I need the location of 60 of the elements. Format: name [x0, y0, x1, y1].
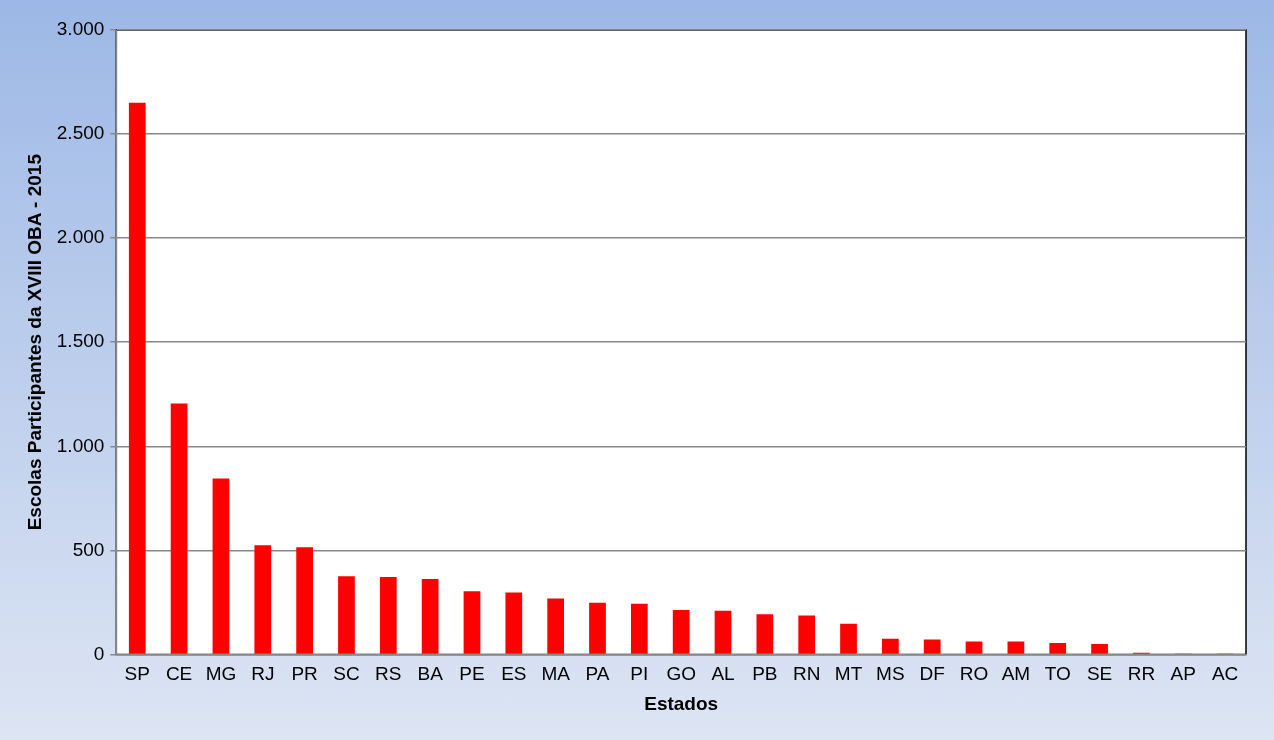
x-axis-title: Estados	[644, 692, 719, 714]
bar	[1091, 643, 1108, 654]
bar	[463, 591, 481, 654]
x-tick-label: MS	[876, 663, 905, 685]
bar	[882, 638, 899, 654]
bar	[505, 592, 523, 654]
bar	[630, 603, 648, 654]
bar	[923, 639, 941, 654]
bar	[672, 610, 690, 654]
x-tick-label: SP	[124, 663, 150, 685]
x-tick-label: BA	[417, 663, 444, 685]
x-tick-label: SE	[1086, 663, 1113, 685]
x-tick-label: AP	[1170, 663, 1196, 685]
y-axis-title: Escolas Participantes da XVIII OBA - 2015	[23, 153, 45, 531]
x-tick-label: TO	[1044, 663, 1071, 685]
x-tick-label: SC	[333, 663, 360, 685]
bar	[254, 545, 272, 654]
x-tick-label: PE	[459, 663, 485, 685]
x-tick-label: RJ	[251, 663, 275, 685]
x-tick-label: PI	[630, 663, 649, 685]
bar	[756, 614, 774, 654]
x-tick-label: PA	[585, 663, 610, 685]
y-tick-label: 1.500	[56, 330, 105, 352]
bar	[212, 478, 230, 654]
x-tick-label: MG	[205, 663, 237, 685]
y-tick-label: 500	[72, 538, 105, 560]
bar	[589, 602, 606, 654]
y-tick-label: 1.000	[56, 434, 105, 456]
bar	[296, 547, 313, 654]
x-tick-label: PR	[291, 663, 318, 685]
x-tick-label: MT	[834, 663, 863, 685]
x-tick-label: RO	[959, 663, 989, 685]
bar	[1007, 641, 1025, 654]
y-tick-label: 2.500	[56, 122, 105, 144]
bar	[840, 623, 857, 654]
bar	[338, 576, 355, 654]
x-tick-label: ES	[501, 663, 527, 685]
x-tick-label: MA	[541, 663, 571, 685]
x-tick-label: RR	[1127, 663, 1156, 685]
bar	[170, 403, 188, 654]
y-tick-label: 2.000	[56, 226, 105, 248]
bar	[547, 598, 565, 654]
y-tick-label: 0	[93, 642, 105, 664]
x-tick-label: AC	[1211, 663, 1239, 685]
x-tick-label: GO	[666, 663, 696, 685]
y-tick-label: 3.000	[56, 18, 105, 40]
x-tick-label: PB	[752, 663, 778, 685]
x-tick-label: AL	[711, 663, 735, 685]
x-tick-label: RN	[792, 663, 821, 685]
bar	[714, 610, 732, 654]
x-tick-label: RS	[375, 663, 402, 685]
bar	[798, 615, 816, 654]
bar	[379, 576, 397, 654]
x-tick-label: AM	[1001, 663, 1031, 685]
x-tick-label: CE	[165, 663, 193, 685]
bar	[965, 641, 983, 654]
bar	[1049, 642, 1067, 654]
bar	[421, 579, 439, 654]
x-tick-label: DF	[919, 663, 945, 685]
bar	[128, 102, 146, 654]
